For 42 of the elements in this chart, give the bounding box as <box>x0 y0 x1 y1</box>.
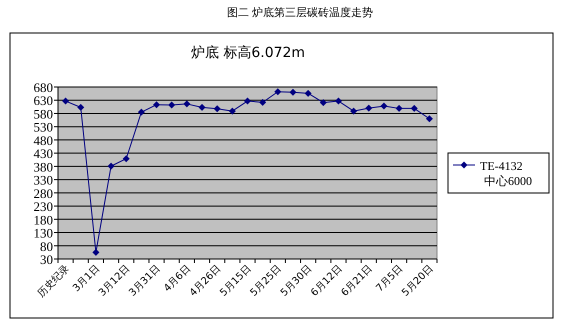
y-tick-label: 580 <box>34 106 53 122</box>
y-tick-label: 130 <box>34 226 53 241</box>
point <box>168 101 176 108</box>
point <box>396 104 403 112</box>
y-tick-label: 680 <box>34 80 53 95</box>
y-tick-label: 480 <box>34 132 53 148</box>
y-tick-label: 380 <box>34 159 53 174</box>
y-tick-label: 330 <box>34 172 53 188</box>
point <box>198 104 206 111</box>
y-tick-label: 630 <box>34 93 53 108</box>
legend-label: TE-4132 中心6000 <box>480 159 532 188</box>
point <box>410 104 418 112</box>
y-tick-label: 230 <box>34 199 53 214</box>
point <box>183 100 190 108</box>
point <box>244 98 251 105</box>
point <box>380 102 388 110</box>
y-tick-label: 80 <box>40 238 53 254</box>
point <box>138 108 145 116</box>
y-tick-label: 430 <box>34 146 53 162</box>
chart-title: 图二 炉底第三层碳砖温度走势 <box>226 6 374 19</box>
point <box>259 98 266 106</box>
y-tick-label: 30 <box>40 252 53 267</box>
y-tick-label: 280 <box>34 186 53 201</box>
point <box>334 98 342 105</box>
point <box>426 115 433 122</box>
chart-subtitle: 炉底 标高6.072m <box>190 45 306 61</box>
point <box>214 105 221 112</box>
y-tick-label: 180 <box>34 212 53 228</box>
point <box>153 101 160 108</box>
point <box>320 99 327 106</box>
point <box>365 104 372 112</box>
point <box>92 248 100 256</box>
point <box>304 90 312 97</box>
point <box>274 88 282 96</box>
point <box>122 155 130 162</box>
point <box>108 162 115 170</box>
point <box>289 88 296 96</box>
y-tick-label: 530 <box>34 120 53 135</box>
point <box>77 104 84 111</box>
point <box>62 98 70 105</box>
point <box>228 108 236 115</box>
point <box>350 108 358 115</box>
